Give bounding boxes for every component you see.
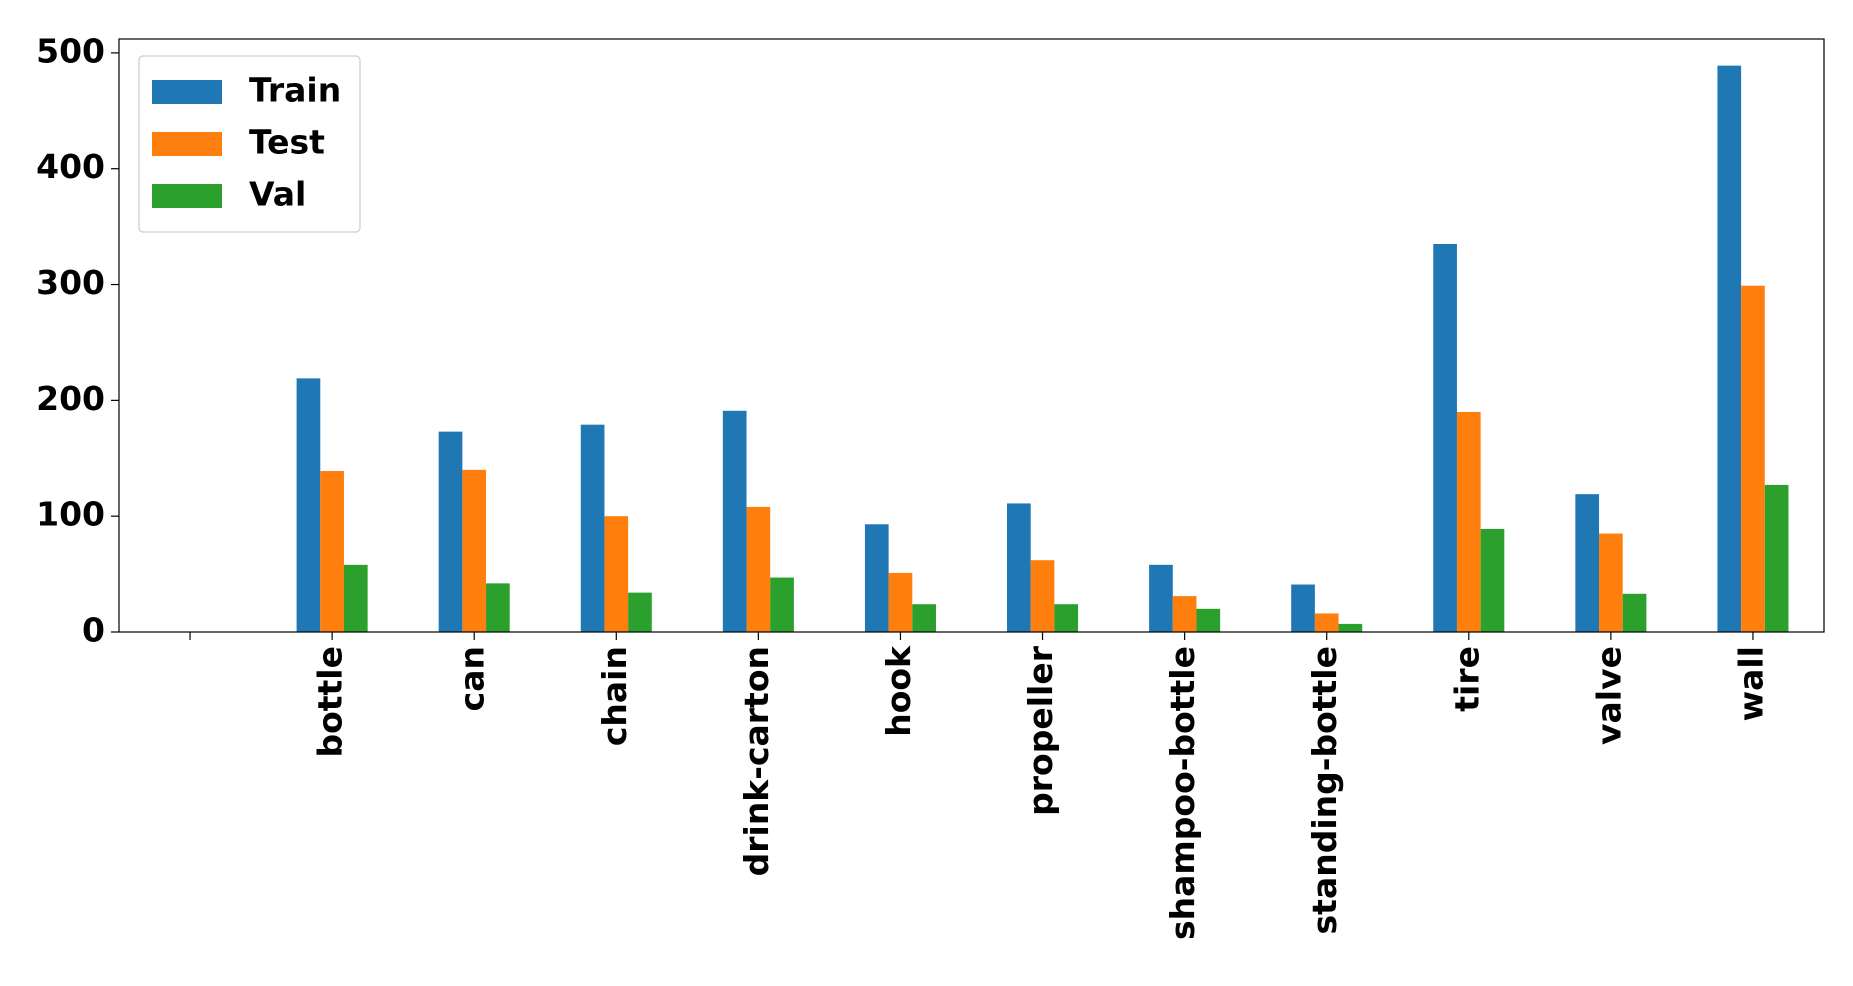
bar (1314, 613, 1339, 632)
bar (1338, 623, 1363, 632)
bar (1030, 560, 1055, 632)
bar (1149, 564, 1173, 632)
bar (1622, 593, 1647, 632)
bar (1599, 533, 1623, 632)
legend-label: Train (249, 71, 341, 110)
x-tick-label: valve (1589, 646, 1628, 745)
bar (1433, 244, 1457, 632)
bar (1764, 484, 1789, 632)
legend-label: Test (249, 123, 325, 162)
bar (722, 410, 747, 632)
bar (1480, 528, 1505, 632)
x-tick-label: chain (595, 646, 634, 746)
bar (320, 471, 344, 632)
bar (486, 583, 510, 632)
bar (1741, 285, 1765, 632)
x-tick-label: standing-bottle (1305, 646, 1344, 934)
bar (296, 378, 321, 632)
y-tick-label: 300 (36, 263, 105, 302)
bar (1007, 503, 1031, 632)
legend-label: Val (249, 175, 306, 214)
bar (1717, 65, 1742, 632)
y-tick-label: 400 (36, 147, 105, 186)
y-tick-label: 100 (36, 495, 105, 534)
x-tick-label: drink-carton (737, 646, 776, 876)
bar (864, 524, 889, 632)
legend-swatch (152, 184, 222, 208)
bar (1196, 608, 1221, 632)
legend-swatch (152, 132, 222, 156)
bar (628, 592, 652, 632)
x-tick-label: shampoo-bottle (1163, 646, 1202, 940)
bar (1172, 596, 1197, 632)
x-tick-label: bottle (311, 646, 350, 758)
legend-swatch (152, 80, 222, 104)
bar (462, 469, 487, 632)
bar (1575, 494, 1600, 632)
bar (438, 431, 463, 632)
bar (746, 506, 771, 632)
bar (1054, 604, 1079, 632)
y-tick-label: 500 (36, 31, 105, 70)
bar (1291, 584, 1315, 632)
x-tick-label: tire (1447, 646, 1486, 712)
bar (770, 577, 794, 632)
x-tick-label: wall (1731, 646, 1770, 721)
y-tick-label: 200 (36, 379, 105, 418)
bar (580, 424, 605, 632)
plot-frame (118, 38, 1825, 633)
bar (888, 572, 913, 632)
x-tick-label: propeller (1021, 645, 1060, 816)
bar (912, 604, 936, 632)
x-tick-label: can (453, 646, 492, 711)
y-tick-label: 0 (82, 611, 105, 650)
x-tick-label: hook (879, 645, 918, 737)
bar (604, 516, 629, 632)
bar (1456, 411, 1481, 632)
bar (343, 564, 368, 632)
